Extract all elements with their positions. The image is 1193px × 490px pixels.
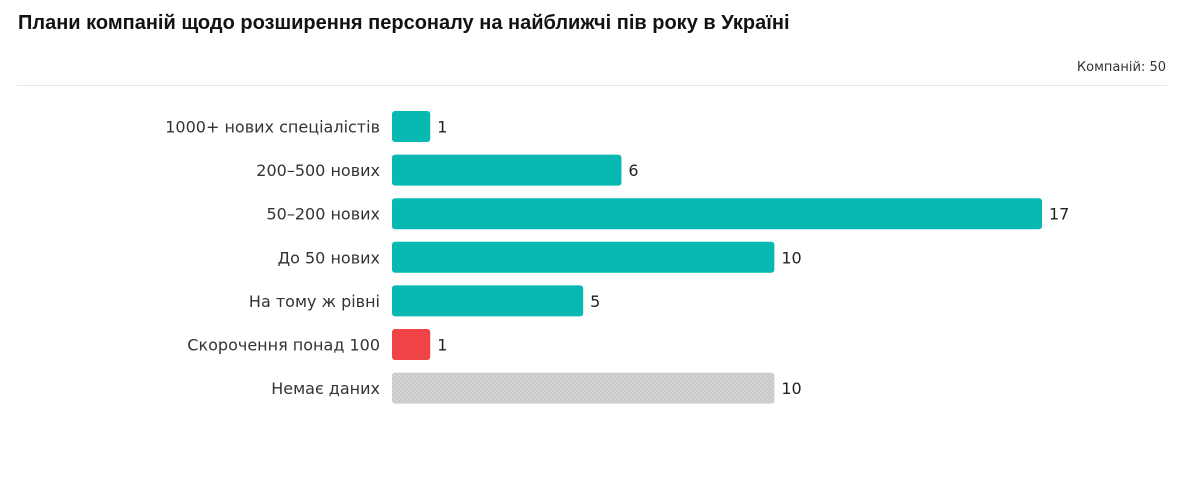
bar-7	[392, 372, 775, 404]
companies-count: Компаній: 50	[1076, 60, 1166, 75]
value-label: 10	[781, 248, 801, 267]
header-divider	[17, 85, 1167, 86]
bar-3	[392, 198, 1042, 230]
value-label: 10	[781, 379, 801, 398]
chart-title: Плани компаній щодо розширення персоналу…	[18, 12, 790, 34]
category-label: Немає даних	[271, 379, 380, 398]
category-label: На тому ж рівні	[249, 292, 380, 311]
bar-2	[392, 154, 622, 186]
category-label: Скорочення понад 100	[187, 336, 380, 355]
bar-4	[392, 241, 775, 273]
bar-5	[392, 285, 584, 317]
category-label: 1000+ нових спеціалістів	[165, 118, 380, 137]
value-label: 6	[628, 161, 638, 180]
bar-1	[392, 111, 431, 142]
value-label: 1	[437, 336, 447, 355]
value-label: 17	[1049, 205, 1069, 224]
value-label: 5	[590, 292, 600, 311]
category-label: До 50 нових	[278, 248, 380, 267]
value-label: 1	[437, 118, 447, 137]
category-label: 200–500 нових	[256, 161, 380, 180]
bar-6	[392, 329, 431, 360]
category-label: 50–200 нових	[266, 205, 380, 224]
